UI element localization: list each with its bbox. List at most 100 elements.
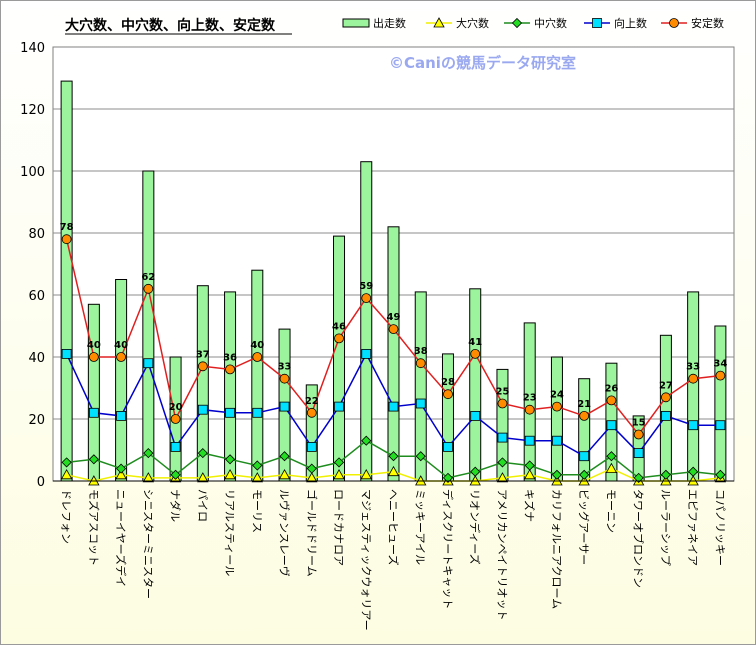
data-label: 33 bbox=[278, 362, 292, 373]
y-tick-label: 40 bbox=[28, 351, 45, 366]
category-label: ルーラーシップ bbox=[659, 489, 672, 566]
bar bbox=[659, 334, 672, 482]
point bbox=[415, 451, 426, 462]
legend-marker bbox=[592, 18, 602, 28]
point bbox=[633, 429, 644, 440]
bar bbox=[115, 279, 128, 482]
point bbox=[415, 358, 426, 369]
point bbox=[524, 435, 535, 446]
y-tick-label: 0 bbox=[37, 475, 45, 490]
point bbox=[334, 401, 344, 412]
point bbox=[715, 469, 726, 480]
category-label: ナダル bbox=[169, 489, 183, 522]
point bbox=[279, 451, 290, 462]
category-label: ビッグアーサー bbox=[577, 489, 591, 565]
point bbox=[470, 410, 481, 421]
point bbox=[333, 457, 345, 468]
point bbox=[170, 414, 181, 424]
bar bbox=[251, 269, 264, 482]
bar bbox=[441, 353, 454, 482]
category-label: ニューイヤーズデイ bbox=[114, 489, 128, 587]
data-label: 34 bbox=[713, 359, 727, 370]
point bbox=[197, 361, 208, 372]
data-label: 46 bbox=[332, 321, 346, 332]
point bbox=[579, 469, 590, 480]
data-label: 40 bbox=[114, 340, 128, 351]
point bbox=[306, 463, 317, 474]
point bbox=[306, 407, 317, 418]
category-label: エピファネイア bbox=[686, 489, 699, 566]
category-label: モズアスコット bbox=[87, 489, 101, 566]
point bbox=[633, 472, 644, 483]
point bbox=[170, 441, 181, 452]
data-label: 25 bbox=[495, 387, 509, 398]
y-tick-label: 60 bbox=[28, 289, 45, 304]
category-label: ディスクリートキャット bbox=[441, 489, 455, 609]
data-label: 41 bbox=[468, 337, 482, 348]
point bbox=[224, 468, 236, 480]
point bbox=[88, 352, 99, 362]
point bbox=[660, 469, 671, 480]
point bbox=[61, 457, 72, 468]
data-label: 22 bbox=[305, 396, 319, 407]
point bbox=[688, 373, 699, 384]
point bbox=[143, 358, 154, 369]
y-tick-label: 100 bbox=[20, 165, 45, 180]
point bbox=[251, 472, 263, 483]
point bbox=[524, 404, 535, 415]
point bbox=[333, 468, 345, 480]
category-label: マジェスティックウォリアー bbox=[359, 489, 372, 631]
legend-swatch bbox=[342, 18, 370, 28]
category-label: ヘニーヒューズ bbox=[387, 489, 401, 565]
point bbox=[197, 404, 208, 415]
point bbox=[497, 398, 508, 409]
point bbox=[361, 435, 372, 446]
bar bbox=[687, 291, 700, 482]
category-label: モーニン bbox=[604, 489, 617, 533]
point bbox=[170, 469, 181, 480]
point bbox=[606, 395, 617, 406]
data-label: 33 bbox=[686, 362, 700, 373]
point bbox=[61, 234, 72, 245]
point bbox=[252, 352, 263, 362]
point bbox=[470, 348, 481, 359]
legend-label: 向上数 bbox=[614, 16, 647, 30]
bar bbox=[550, 356, 563, 482]
category-label: ミッキーアイル bbox=[414, 489, 427, 565]
data-label: 78 bbox=[60, 222, 74, 233]
category-label: アメリカンペイトリオット bbox=[495, 489, 508, 620]
legend-marker bbox=[669, 18, 679, 28]
bar bbox=[578, 378, 591, 482]
bar bbox=[60, 80, 73, 482]
point bbox=[715, 370, 726, 381]
data-label: 62 bbox=[141, 272, 155, 283]
point bbox=[225, 407, 235, 418]
point bbox=[116, 410, 126, 421]
point bbox=[361, 348, 372, 359]
point bbox=[116, 463, 127, 474]
data-label: 59 bbox=[359, 281, 373, 292]
point bbox=[252, 460, 263, 471]
point bbox=[633, 448, 644, 459]
point bbox=[605, 462, 618, 474]
point bbox=[661, 392, 671, 403]
data-label: 20 bbox=[169, 402, 183, 413]
point bbox=[388, 324, 399, 335]
category-label: リアルスティール bbox=[223, 489, 236, 576]
point bbox=[606, 451, 617, 462]
bar bbox=[142, 170, 155, 482]
point bbox=[197, 448, 208, 459]
data-label: 36 bbox=[223, 352, 237, 363]
point bbox=[442, 472, 454, 483]
bar bbox=[360, 161, 373, 482]
point bbox=[278, 468, 291, 480]
point bbox=[661, 410, 671, 421]
category-label: リオンディーズ bbox=[468, 489, 482, 565]
bar bbox=[333, 235, 346, 482]
data-label: 23 bbox=[523, 393, 537, 404]
point bbox=[279, 373, 290, 384]
data-label: 38 bbox=[414, 346, 428, 357]
point bbox=[143, 283, 154, 294]
data-label: 40 bbox=[250, 340, 264, 351]
